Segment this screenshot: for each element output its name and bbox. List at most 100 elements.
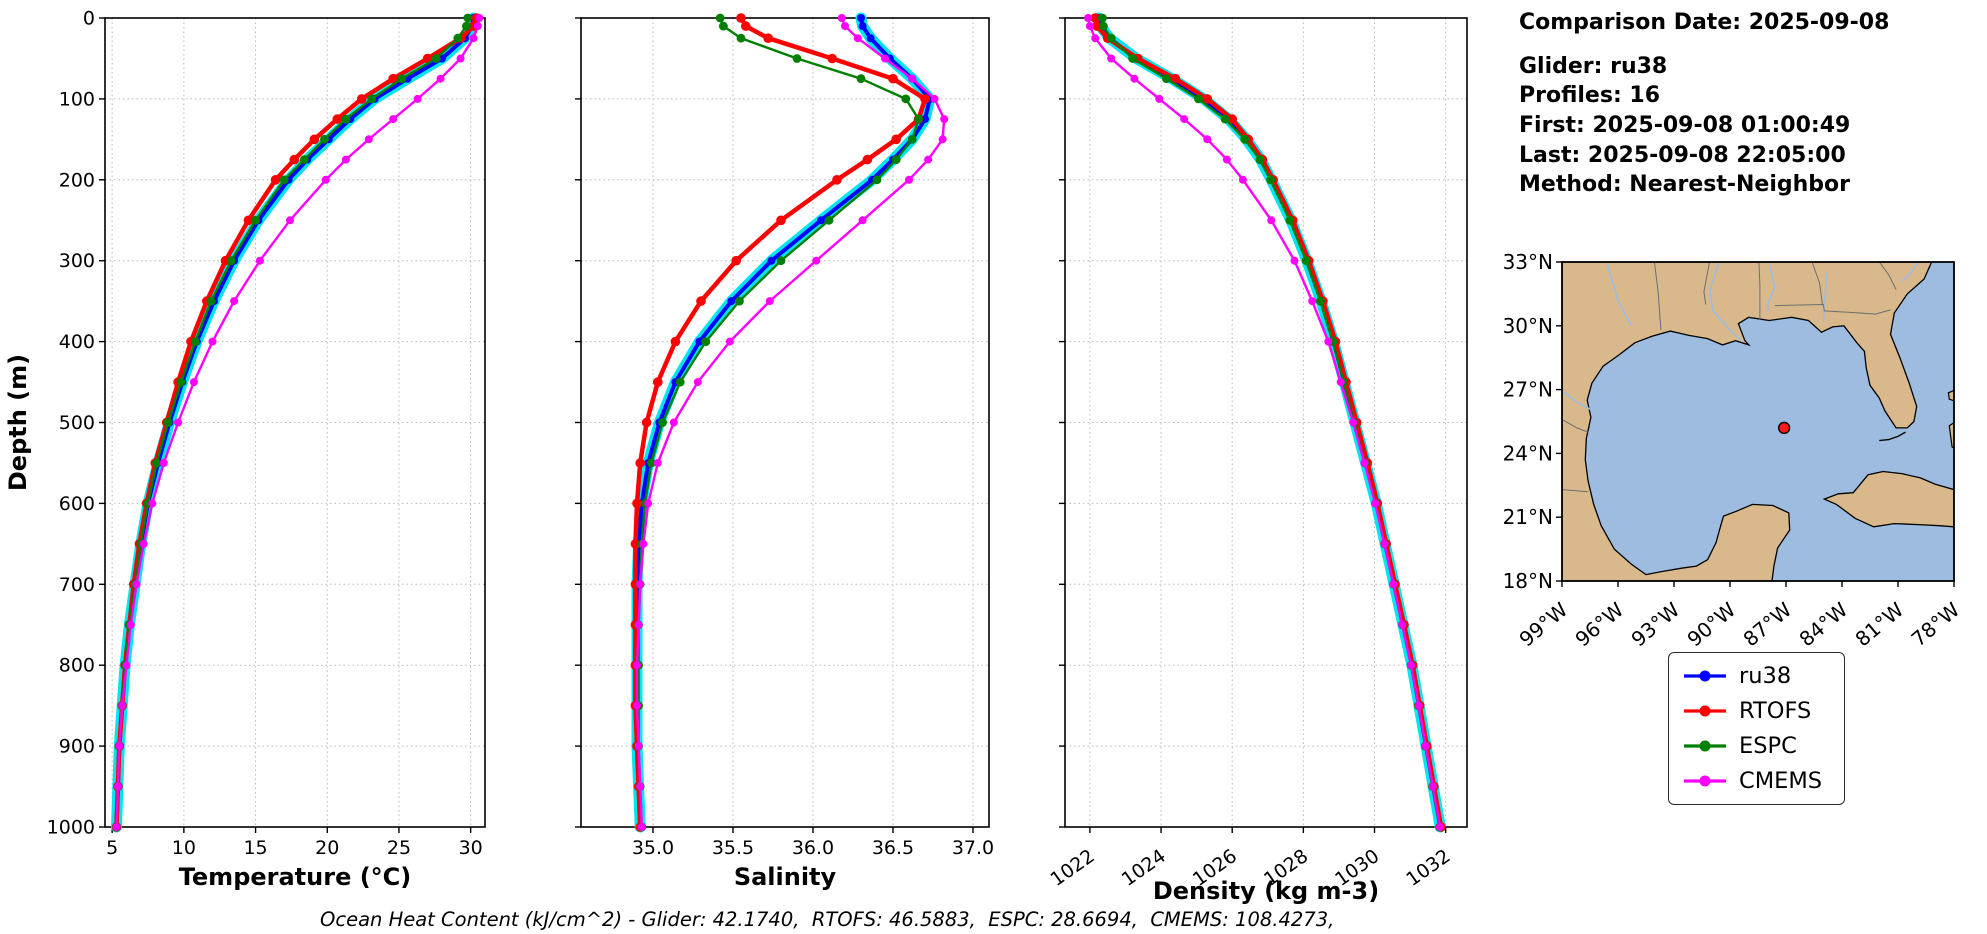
RTOFS-line-salinity — [633, 16, 928, 828]
y-tick-label: 500 — [59, 412, 95, 434]
state-border — [1758, 262, 1761, 320]
x-tick-label: 1032 — [1402, 845, 1454, 891]
CMEMS-markers-temperature — [112, 14, 484, 831]
first-profile-time: First: 2025-09-08 01:00:49 — [1519, 113, 1851, 139]
x-tick-label: 36.5 — [872, 837, 914, 859]
ESPC-line-salinity — [637, 17, 920, 828]
glider-location-marker — [1777, 421, 1791, 435]
river — [1606, 262, 1632, 327]
map-lon-label: 99°W — [1514, 597, 1572, 651]
map-lon-label: 96°W — [1570, 597, 1628, 651]
CMEMS-line-density — [1086, 17, 1442, 828]
x-tick-label: 25 — [387, 837, 411, 859]
state-border — [1811, 262, 1823, 305]
legend-item-rtofs: RTOFS — [1682, 698, 1822, 724]
legend-item-ru38: ru38 — [1682, 663, 1822, 689]
state-border — [1703, 262, 1710, 305]
y-tick-label: 900 — [59, 736, 95, 758]
river — [1766, 262, 1776, 312]
state-border — [1653, 262, 1662, 331]
method: Method: Nearest-Neighbor — [1519, 172, 1850, 198]
legend-marker-cmems — [1684, 775, 1726, 787]
x-tick-label: 35.5 — [712, 837, 754, 859]
legend-label: RTOFS — [1739, 698, 1812, 724]
river — [1822, 272, 1828, 322]
map-canvas — [1562, 262, 1954, 581]
map-lon-label: 78°W — [1906, 597, 1964, 651]
CMEMS-line-temperature — [115, 17, 481, 828]
map-lat-label: 30°N — [1503, 314, 1553, 338]
legend-marker-ru38 — [1684, 670, 1726, 682]
y-tick-label: 400 — [59, 331, 95, 353]
state-border — [1562, 489, 1589, 493]
ru38-markers-salinity — [633, 14, 934, 831]
legend-item-espc: ESPC — [1682, 733, 1822, 759]
legend-marker-rtofs — [1684, 705, 1726, 717]
x-tick-label: 10 — [172, 837, 196, 859]
axes-box — [1064, 17, 1468, 828]
river — [1562, 390, 1596, 413]
map-lat-label: 33°N — [1503, 250, 1553, 274]
y-tick-label: 0 — [83, 8, 95, 30]
comparison-date: Comparison Date: 2025-09-08 — [1519, 10, 1890, 35]
last-profile-time: Last: 2025-09-08 22:05:00 — [1519, 142, 1846, 168]
legend-label: ru38 — [1739, 663, 1792, 689]
y-tick-label: 700 — [59, 574, 95, 596]
gulf-of-mexico-map: 33°N 30°N 27°N 24°N 21°N 18°N 99°W96°W93°W90°W… — [1503, 250, 1965, 651]
river — [1901, 262, 1920, 282]
map-lon-label: 87°W — [1738, 597, 1796, 651]
depth-axis-label: Depth (m) — [4, 354, 32, 491]
x-tick-label: 20 — [315, 837, 339, 859]
y-tick-label: 300 — [59, 250, 95, 272]
ESPC-line-temperature — [115, 17, 469, 828]
florida-keys — [1879, 431, 1906, 442]
glider-name: Glider: ru38 — [1519, 53, 1668, 79]
map-lon-label: 90°W — [1682, 597, 1740, 651]
legend-label: CMEMS — [1739, 768, 1823, 794]
profiles-count: Profiles: 16 — [1519, 83, 1661, 109]
metadata-block: Comparison Date: 2025-09-08 Glider: ru38… — [1519, 8, 1889, 200]
panel-temperature: 5 10 15 20 25 3001002003004005006007008009001… — [47, 8, 486, 891]
panel-salinity: 35.0 35.5 36.0 36.5 37.0 Salinity — [575, 12, 994, 891]
y-tick-label: 100 — [59, 88, 95, 110]
CMEMS-line-salinity — [635, 17, 946, 828]
map-lat-label: 24°N — [1503, 441, 1553, 465]
state-border — [1774, 303, 1891, 315]
density-axis-label: Density (kg m-3) — [1153, 877, 1379, 905]
x-tick-label: 1022 — [1047, 845, 1099, 891]
RTOFS-line-density — [1093, 17, 1444, 828]
x-tick-label: 37.0 — [952, 837, 994, 859]
legend-item-cmems: CMEMS — [1682, 768, 1822, 794]
ocean-heat-content-caption: Ocean Heat Content (kJ/cm^2) - Glider: 4… — [320, 908, 1335, 931]
ESPC-markers-temperature — [112, 13, 473, 832]
cuba-island — [1822, 470, 1954, 528]
map-lat-label: 27°N — [1503, 378, 1553, 402]
map-lon-label: 81°W — [1850, 597, 1908, 651]
CMEMS-markers-salinity — [633, 14, 949, 831]
x-tick-label: 15 — [243, 837, 267, 859]
x-tick-label: 35.0 — [632, 837, 674, 859]
salinity-axis-label: Salinity — [734, 863, 837, 891]
map-lat-label: 21°N — [1503, 505, 1553, 529]
state-border — [1878, 262, 1897, 290]
legend-marker-espc — [1684, 740, 1726, 752]
ESPC-markers-density — [1098, 13, 1444, 832]
legend: ru38 RTOFS ESPC CMEMS — [1668, 652, 1846, 805]
x-tick-label: 36.0 — [792, 837, 834, 859]
temperature-axis-label: Temperature (°C) — [179, 863, 412, 891]
map-lon-label: 84°W — [1794, 597, 1852, 651]
y-tick-label: 600 — [59, 493, 95, 515]
x-tick-label: 5 — [106, 837, 118, 859]
map-lat-label: 18°N — [1503, 569, 1553, 593]
CMEMS-markers-density — [1084, 14, 1444, 831]
map-lon-label: 93°W — [1626, 597, 1684, 651]
y-tick-label: 1000 — [47, 817, 95, 839]
y-tick-label: 800 — [59, 655, 95, 677]
mainland-landmass — [1562, 262, 1933, 581]
x-tick-label: 30 — [459, 837, 483, 859]
map-frame — [1561, 261, 1955, 582]
spacer — [1519, 38, 1889, 52]
y-tick-label: 200 — [59, 169, 95, 191]
